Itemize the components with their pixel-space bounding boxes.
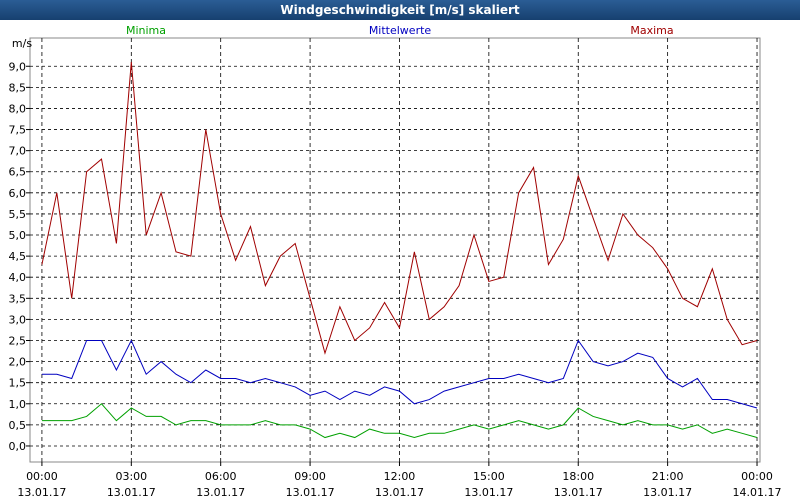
y-tick-label: 6,0 [9, 187, 27, 200]
x-tick-label: 00:00 13.01.17 [17, 470, 66, 499]
y-axis-label: m/s [12, 37, 32, 50]
y-tick-label: 0,5 [9, 419, 27, 432]
y-tick-label: 5,0 [9, 229, 27, 242]
chart-title: Windgeschwindigkeit [m/s] skaliert [0, 0, 800, 20]
y-tick-label: 8,0 [9, 102, 27, 115]
y-tick-label: 2,0 [9, 356, 27, 369]
x-tick-label: 15:00 13.01.17 [464, 470, 513, 499]
x-tick-label: 03:00 13.01.17 [107, 470, 156, 499]
y-tick-label: 5,5 [9, 208, 27, 221]
legend-label: Minima [126, 24, 166, 37]
y-tick-label: 0,0 [9, 440, 27, 453]
series-line [41, 403, 758, 439]
x-tick-label: 12:00 13.01.17 [375, 470, 424, 499]
y-tick-label: 4,0 [9, 271, 27, 284]
y-tick-label: 1,5 [9, 377, 27, 390]
y-tick-label: 7,5 [9, 124, 27, 137]
y-tick-label: 2,5 [9, 334, 27, 347]
y-tick-label: 3,0 [9, 313, 27, 326]
x-tick-label: 09:00 13.01.17 [286, 470, 335, 499]
legend-label: Maxima [630, 24, 673, 37]
chart: m/s 0,0 0,5 1,0 1,5 2,0 2,5 3,0 3,5 4,0 4,5 5,0 5,5… [9, 24, 782, 499]
x-tick-label: 00:00 14.01.17 [733, 470, 782, 499]
y-tick-label: 3,5 [9, 292, 27, 305]
y-tick-label: 1,0 [9, 398, 27, 411]
x-tick-label: 21:00 13.01.17 [643, 470, 692, 499]
series-line [41, 339, 758, 409]
y-tick-label: 7,0 [9, 145, 27, 158]
y-tick-label: 9,0 [9, 60, 27, 73]
x-tick-label: 18:00 13.01.17 [554, 470, 603, 499]
y-tick-label: 6,5 [9, 166, 27, 179]
y-tick-label: 8,5 [9, 81, 27, 94]
x-tick-label: 06:00 13.01.17 [196, 470, 245, 499]
legend-label: Mittelwerte [369, 24, 432, 37]
y-tick-label: 4,5 [9, 250, 27, 263]
series-line [41, 62, 758, 355]
plot-frame [29, 37, 761, 463]
